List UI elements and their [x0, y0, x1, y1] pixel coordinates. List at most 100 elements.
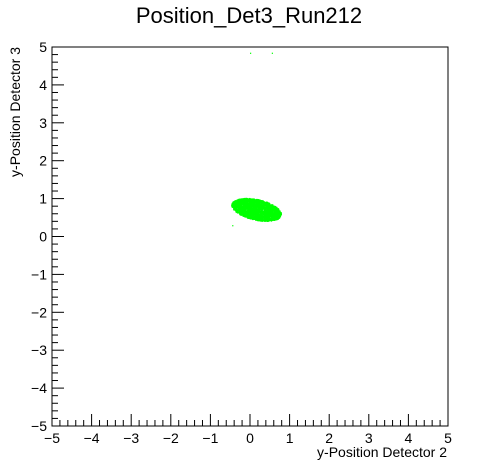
- scatter-point: [254, 215, 256, 217]
- scatter-point: [263, 206, 265, 208]
- scatter-point: [273, 212, 276, 215]
- scatter-point: [261, 208, 263, 210]
- scatter-point: [246, 202, 248, 204]
- scatter-point: [269, 215, 271, 218]
- scatter-point: [266, 216, 268, 219]
- scatter-point: [276, 216, 279, 218]
- scatter-point: [262, 210, 264, 213]
- scatter-point: [271, 204, 274, 207]
- scatter-point: [259, 215, 261, 217]
- scatter-point: [248, 216, 250, 218]
- scatter-point: [268, 217, 271, 220]
- scatter-point: [261, 206, 263, 209]
- scatter-point: [279, 212, 282, 214]
- scatter-point: [248, 206, 251, 209]
- y-tick-label: −1: [31, 266, 47, 282]
- scatter-point: [237, 204, 240, 207]
- scatter-point: [246, 212, 248, 215]
- scatter-point: [265, 207, 267, 210]
- scatter-point: [233, 201, 235, 204]
- scatter-point: [255, 203, 257, 206]
- scatter-point: [235, 206, 237, 208]
- scatter-point: [243, 209, 245, 211]
- scatter-point: [236, 205, 238, 207]
- x-axis-ticks: −5 −4 −3 −2 −1 0 1 2 3 4 5: [44, 414, 452, 446]
- scatter-point: [236, 209, 238, 212]
- scatter-point: [253, 213, 255, 216]
- scatter-point: [253, 206, 256, 209]
- scatter-point: [253, 211, 255, 213]
- scatter-point: [266, 211, 269, 214]
- scatter-point: [255, 206, 257, 208]
- scatter-point: [246, 211, 249, 214]
- plot-frame: [51, 46, 449, 427]
- scatter-point: [248, 214, 251, 217]
- scatter-point: [271, 219, 273, 221]
- scatter-point: [247, 213, 250, 215]
- scatter-point: [242, 208, 245, 210]
- scatter-point: [243, 209, 246, 212]
- scatter-point: [243, 206, 245, 208]
- scatter-point: [260, 203, 263, 205]
- scatter-point: [255, 211, 258, 213]
- scatter-point: [253, 217, 255, 219]
- scatter-point: [260, 216, 262, 219]
- scatter-point: [244, 204, 246, 206]
- scatter-point: [256, 209, 258, 211]
- scatter-point: [250, 204, 253, 206]
- scatter-point: [273, 215, 275, 217]
- scatter-point: [256, 205, 259, 207]
- y-tick-label: 3: [39, 115, 47, 131]
- scatter-point: [270, 209, 272, 212]
- scatter-point: [242, 214, 245, 217]
- scatter-point: [265, 212, 268, 215]
- scatter-point: [258, 203, 261, 205]
- scatter-point: [253, 199, 255, 201]
- scatter-point: [279, 210, 281, 212]
- y-tick-label: 2: [39, 153, 47, 169]
- scatter-point: [244, 199, 246, 202]
- scatter-point: [276, 213, 278, 216]
- scatter-point: [249, 213, 251, 216]
- scatter-point: [242, 215, 244, 217]
- scatter-point: [240, 205, 242, 208]
- scatter-point: [250, 208, 253, 211]
- scatter-point: [255, 213, 258, 215]
- scatter-point: [278, 217, 281, 219]
- scatter-point: [248, 202, 250, 204]
- scatter-point: [267, 204, 269, 207]
- scatter-point: [270, 204, 272, 206]
- scatter-point: [239, 207, 241, 210]
- y-tick-label: 4: [39, 77, 47, 93]
- scatter-point: [240, 213, 243, 216]
- scatter-point: [256, 210, 258, 212]
- scatter-point: [244, 215, 246, 218]
- scatter-point: [261, 201, 264, 203]
- scatter-point: [243, 214, 246, 216]
- scatter-point: [233, 207, 236, 209]
- scatter-point: [237, 198, 240, 201]
- scatter-point: [267, 212, 269, 215]
- scatter-point: [264, 210, 267, 213]
- y-tick-label: −5: [31, 418, 47, 434]
- scatter-point: [278, 215, 280, 218]
- scatter-point: [262, 217, 264, 219]
- scatter-point: [240, 213, 242, 215]
- scatter-point: [234, 207, 237, 209]
- scatter-point: [233, 205, 236, 207]
- scatter-point: [264, 209, 267, 211]
- scatter-point: [268, 207, 271, 209]
- scatter-point: [247, 208, 250, 210]
- scatter-point: [254, 216, 257, 218]
- scatter-point: [266, 206, 269, 208]
- scatter-point: [231, 203, 234, 205]
- scatter-point: [277, 214, 280, 216]
- scatter-point: [233, 204, 235, 206]
- scatter-point: [254, 213, 257, 215]
- scatter-point: [271, 214, 274, 216]
- scatter-point: [272, 212, 274, 215]
- x-tick-label: 1: [286, 430, 294, 446]
- scatter-point: [240, 198, 242, 201]
- scatter-point: [251, 215, 253, 217]
